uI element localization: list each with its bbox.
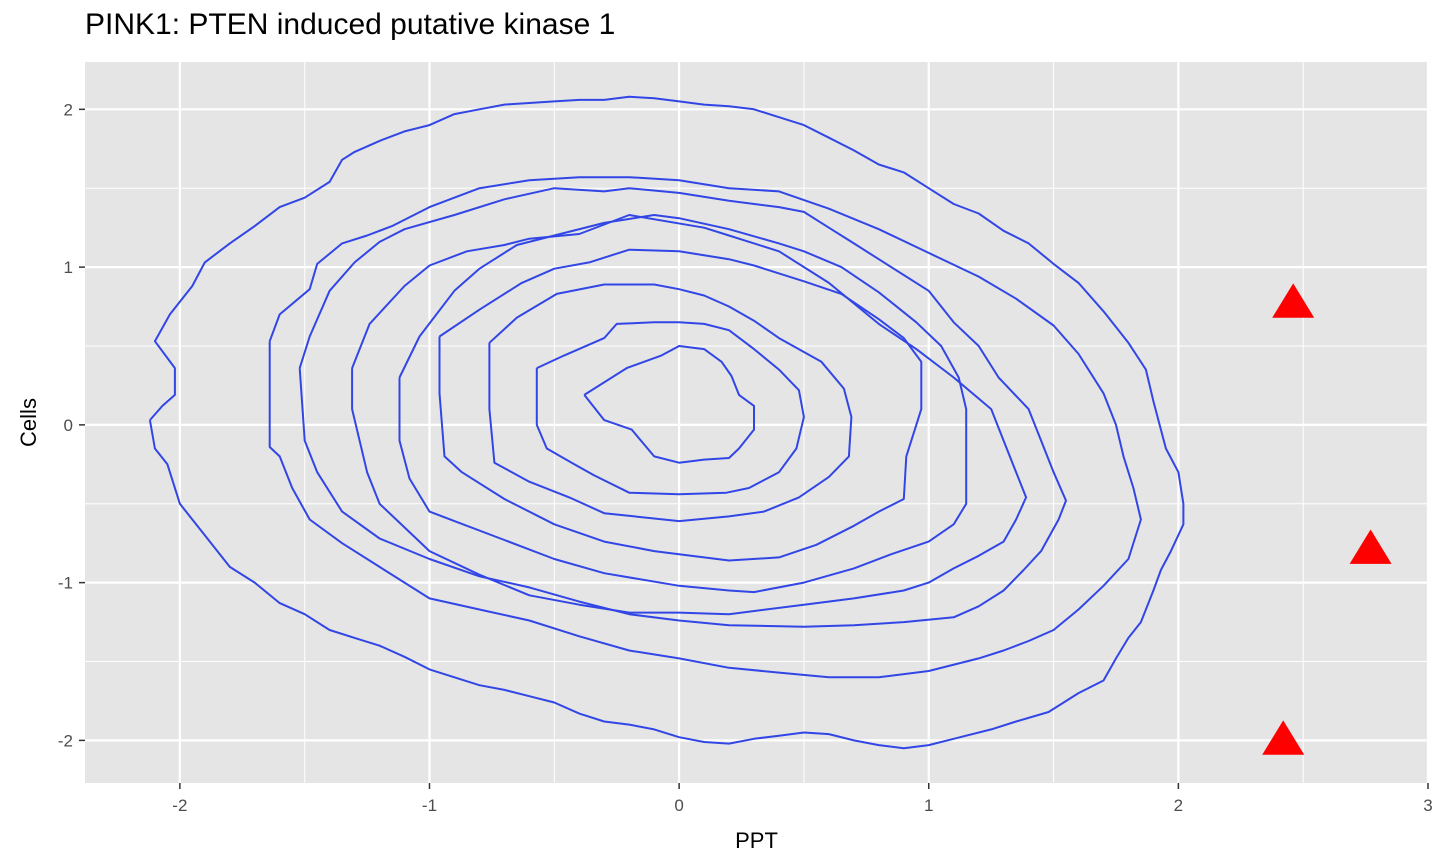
y-axis: -2 -1 0 1 2 — [58, 100, 85, 750]
contour-line — [398, 214, 968, 594]
triangle-point — [1349, 529, 1392, 564]
chart-title: PINK1: PTEN induced putative kinase 1 — [85, 8, 616, 41]
x-tick-label: 0 — [674, 796, 683, 815]
y-tick-label: 1 — [64, 258, 73, 277]
x-axis: -2 -1 0 1 2 3 — [172, 783, 1433, 815]
contour-line — [583, 345, 755, 464]
plot-panel — [85, 62, 1428, 783]
x-tick-label: 2 — [1174, 796, 1183, 815]
contour-line — [488, 283, 853, 523]
y-tick-label: -1 — [58, 574, 73, 593]
x-tick-label: -1 — [422, 796, 437, 815]
contour-line — [148, 95, 1185, 750]
y-tick-label: 0 — [64, 416, 73, 435]
y-axis-title: Cells — [16, 398, 41, 447]
x-tick-label: -2 — [172, 796, 187, 815]
contour-line — [438, 248, 923, 562]
minor-gridlines — [85, 62, 1428, 783]
x-tick-label: 3 — [1423, 796, 1432, 815]
x-axis-title: PPT — [735, 828, 778, 853]
density-contours — [148, 95, 1185, 750]
triangle-point — [1262, 720, 1305, 755]
contour-line — [268, 176, 1142, 679]
contour-line — [535, 321, 805, 496]
contour-line — [298, 187, 1067, 628]
contour-line — [351, 214, 1028, 616]
y-tick-label: -2 — [58, 731, 73, 750]
y-tick-label: 2 — [64, 100, 73, 119]
x-tick-label: 1 — [924, 796, 933, 815]
triangle-point — [1272, 283, 1315, 318]
data-points — [1262, 283, 1392, 755]
